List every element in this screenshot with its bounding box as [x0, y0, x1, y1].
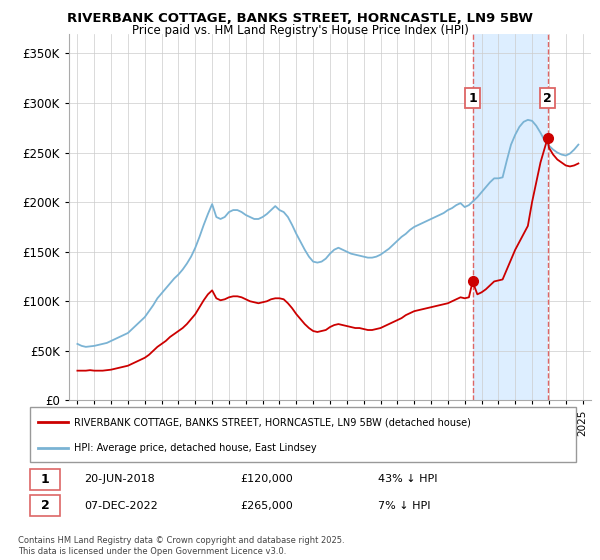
Text: 07-DEC-2022: 07-DEC-2022: [84, 501, 158, 511]
Text: 43% ↓ HPI: 43% ↓ HPI: [378, 474, 437, 484]
Bar: [473, 34, 548, 400]
Bar: [30, 469, 60, 490]
Text: 20-JUN-2018: 20-JUN-2018: [84, 474, 155, 484]
Text: HPI: Average price, detached house, East Lindsey: HPI: Average price, detached house, East…: [74, 444, 316, 453]
Bar: [30, 495, 60, 516]
Text: Contains HM Land Registry data © Crown copyright and database right 2025.
This d: Contains HM Land Registry data © Crown c…: [18, 536, 344, 556]
Text: £120,000: £120,000: [240, 474, 293, 484]
Text: £265,000: £265,000: [240, 501, 293, 511]
Text: 2: 2: [41, 499, 49, 512]
Text: RIVERBANK COTTAGE, BANKS STREET, HORNCASTLE, LN9 5BW (detached house): RIVERBANK COTTAGE, BANKS STREET, HORNCAS…: [74, 418, 470, 427]
Text: 2: 2: [544, 91, 552, 105]
Text: 7% ↓ HPI: 7% ↓ HPI: [378, 501, 431, 511]
Text: RIVERBANK COTTAGE, BANKS STREET, HORNCASTLE, LN9 5BW: RIVERBANK COTTAGE, BANKS STREET, HORNCAS…: [67, 12, 533, 25]
Text: 1: 1: [41, 473, 49, 486]
Text: 1: 1: [468, 91, 477, 105]
Text: Price paid vs. HM Land Registry's House Price Index (HPI): Price paid vs. HM Land Registry's House …: [131, 24, 469, 36]
